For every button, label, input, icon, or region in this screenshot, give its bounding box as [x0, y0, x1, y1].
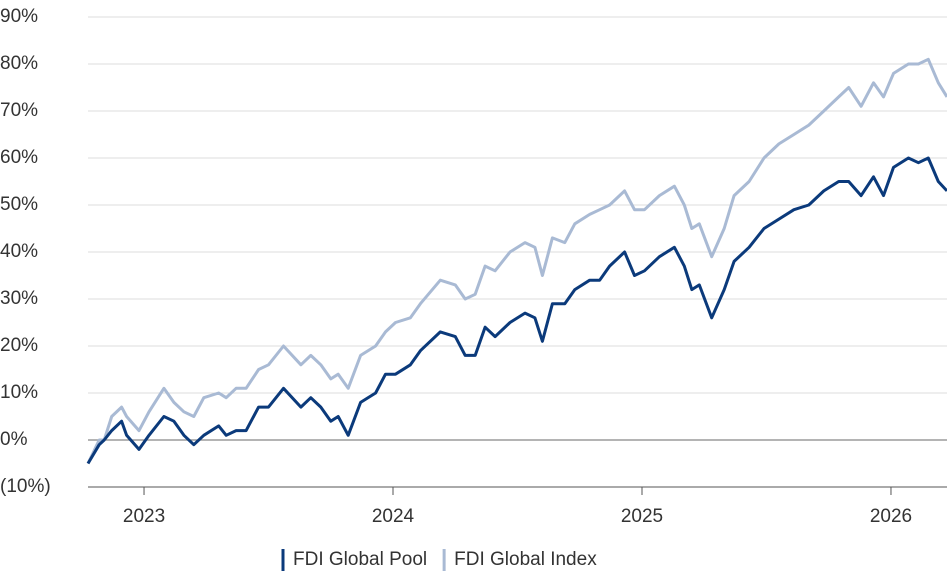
y-tick-label: 50%	[0, 194, 38, 215]
y-tick-label: 90%	[0, 6, 38, 27]
x-tick-label: 2025	[621, 506, 663, 527]
y-tick-label: (10%)	[0, 476, 51, 497]
x-tick-label: 2024	[372, 506, 415, 527]
y-tick-label: 30%	[0, 288, 38, 309]
y-tick-label: 20%	[0, 335, 38, 356]
y-tick-label: 40%	[0, 241, 38, 262]
x-tick-label: 2023	[123, 506, 165, 527]
y-tick-label: 0%	[0, 429, 28, 450]
y-tick-label: 10%	[0, 382, 38, 403]
x-tick-label: 2026	[870, 506, 912, 527]
legend-label: FDI Global Index	[454, 549, 597, 570]
y-tick-label: 80%	[0, 53, 38, 74]
legend-label: FDI Global Pool	[293, 549, 427, 570]
series-line	[86, 57, 947, 465]
y-tick-label: 60%	[0, 147, 38, 168]
y-tick-label: 70%	[0, 100, 38, 121]
series-line	[86, 156, 947, 465]
